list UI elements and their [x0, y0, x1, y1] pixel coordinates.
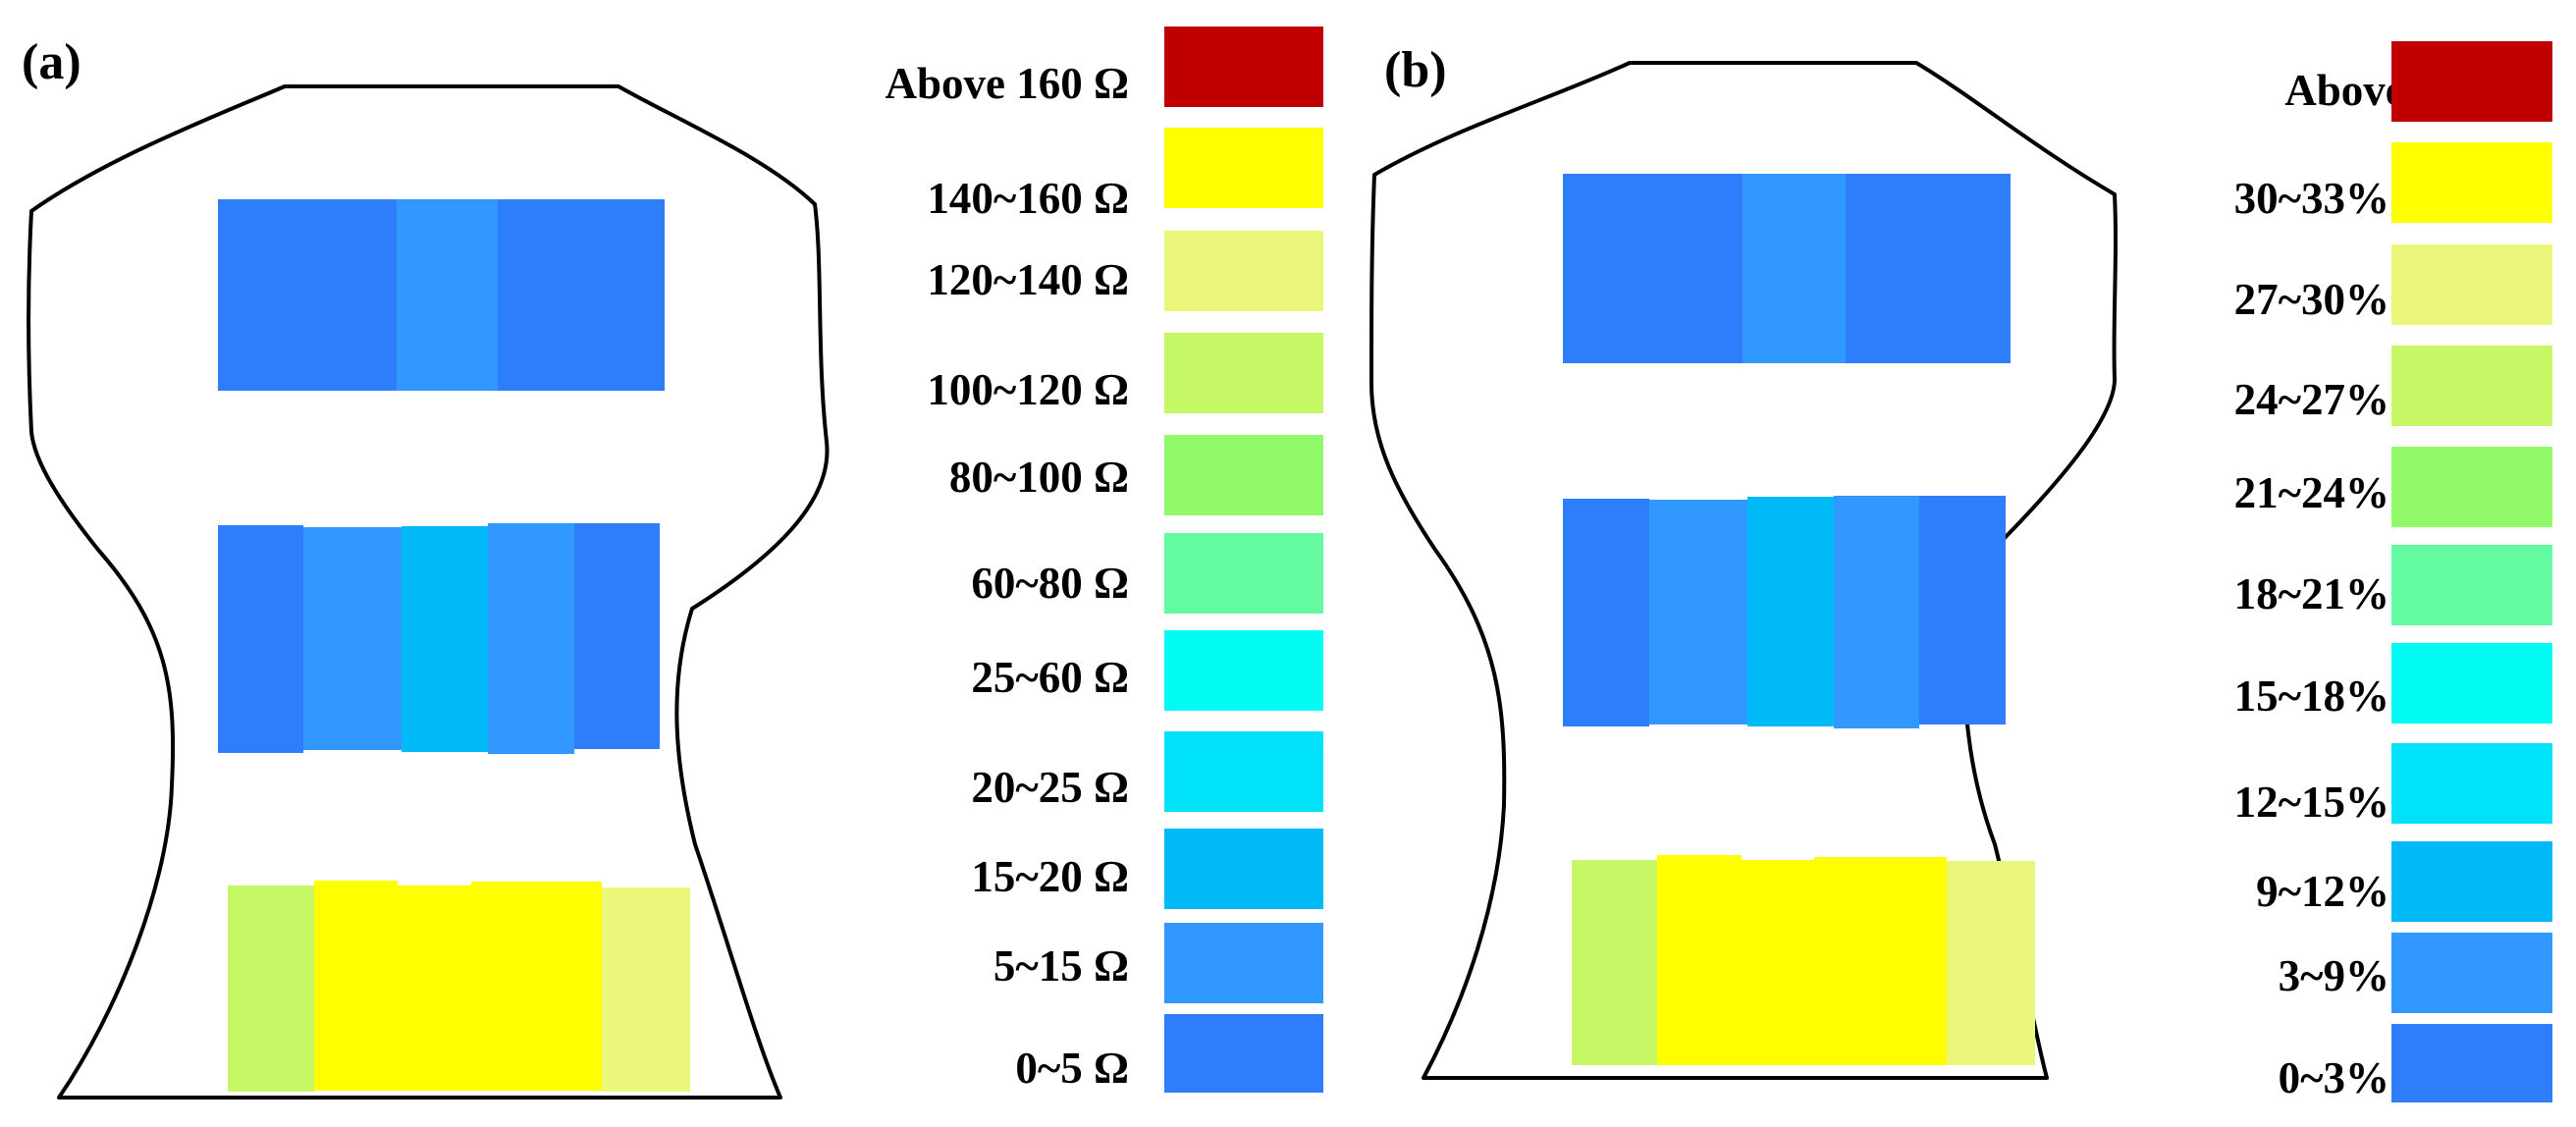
sensor-block [1563, 174, 1743, 363]
sensor-block [1947, 861, 2035, 1065]
legend-swatch [2391, 545, 2552, 625]
sensor-block [1657, 855, 1742, 1065]
torso-outline [1369, 61, 2118, 1080]
legend-label: 30~33% [2233, 174, 2389, 223]
legend-label: 15~20 Ω [971, 852, 1129, 901]
sensor-block [1814, 857, 1947, 1065]
sensor-block [218, 199, 397, 391]
legend-swatch [2391, 1024, 2552, 1102]
sensor-block [574, 523, 660, 749]
legend-label: 21~24% [2233, 468, 2389, 517]
legend-swatch [2391, 447, 2552, 527]
legend-label: 120~140 Ω [927, 255, 1129, 304]
legend-swatch [2391, 142, 2552, 223]
legend-label: 60~80 Ω [971, 559, 1129, 608]
legend-label: 20~25 Ω [971, 763, 1129, 812]
torso-outline [27, 84, 830, 1100]
sensor-block [397, 199, 498, 391]
sensor-block [402, 526, 488, 752]
legend-swatch [2391, 933, 2552, 1013]
sensor-block [228, 886, 314, 1092]
legend-swatch [1164, 731, 1323, 812]
sensor-block [1919, 496, 2006, 724]
sensor-block [1563, 499, 1649, 726]
sensor-block [471, 882, 602, 1091]
legend-swatch [1164, 630, 1323, 711]
sensor-block [1747, 497, 1834, 726]
sensor-block [1742, 860, 1814, 1065]
legend-swatch [1164, 231, 1323, 311]
legend-label: 100~120 Ω [927, 365, 1129, 414]
legend-label: 18~21% [2233, 569, 2389, 618]
legend-label: Above 160 Ω [885, 59, 1129, 108]
legend-swatch [2391, 244, 2552, 325]
legend-label: 5~15 Ω [993, 941, 1129, 991]
legend-swatch [1164, 533, 1323, 614]
sensor-block [1834, 496, 1919, 728]
legend-swatch [2391, 346, 2552, 426]
legend-swatch [2391, 743, 2552, 824]
legend-label: 9~12% [2256, 867, 2389, 916]
panel-label: (a) [22, 34, 81, 90]
sensor-block [1846, 174, 2011, 363]
panel-b: (b) Above 33% 30~33% 27~30% 24~27% 21~24… [1288, 0, 2576, 1127]
legend-label: 15~18% [2233, 671, 2389, 721]
sensor-block [1649, 500, 1747, 724]
legend-swatch [2391, 41, 2552, 122]
sensor-block [314, 881, 398, 1091]
sensor-block [602, 887, 690, 1092]
legend-swatch [1164, 923, 1323, 1003]
sensor-block [1743, 174, 1846, 363]
sensor-block [1572, 860, 1657, 1065]
sensor-block [498, 199, 665, 391]
legend-swatch [1164, 27, 1323, 107]
panel-label: (b) [1384, 42, 1447, 98]
sensor-block [303, 527, 402, 750]
legend-label: 0~3% [2278, 1053, 2389, 1102]
legend-label: 80~100 Ω [948, 453, 1129, 502]
legend-swatch [1164, 435, 1323, 515]
legend-label: 0~5 Ω [1015, 1044, 1129, 1093]
legend-swatch [2391, 841, 2552, 922]
legend-swatch [1164, 128, 1323, 208]
panel-a: (a) Above 160 Ω 140~160 Ω 120~140 Ω 100~… [22, 27, 1323, 1100]
legend-label: 24~27% [2233, 375, 2389, 424]
legend-swatch [1164, 1014, 1323, 1093]
legend-swatch [1164, 829, 1323, 909]
sensor-block [398, 886, 471, 1091]
legend-swatch [2391, 643, 2552, 724]
legend-label: 140~160 Ω [927, 174, 1129, 223]
sensor-block [218, 525, 303, 753]
legend-label: 12~15% [2233, 778, 2389, 827]
legend-label: 25~60 Ω [971, 653, 1129, 702]
legend-label: 27~30% [2233, 275, 2389, 324]
legend-swatch [1164, 333, 1323, 413]
legend-label: 3~9% [2278, 951, 2389, 1000]
sensor-block [488, 523, 574, 754]
